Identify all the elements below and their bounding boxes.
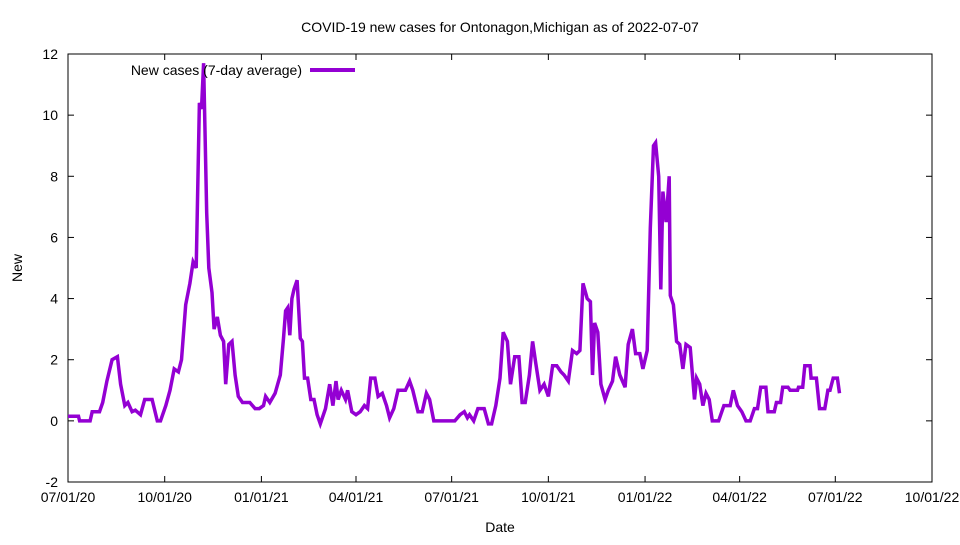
y-tick-label: 2 <box>50 352 58 368</box>
y-tick-label: -2 <box>46 474 59 490</box>
plot-border <box>67 53 933 483</box>
x-axis-label: Date <box>485 519 515 535</box>
y-tick-label: 6 <box>50 229 58 245</box>
x-tick-label: 07/01/20 <box>41 489 96 505</box>
x-tick-label: 07/01/22 <box>808 489 863 505</box>
y-tick-label: 10 <box>42 107 58 123</box>
chart-title: COVID-19 new cases for Ontonagon,Michiga… <box>301 19 699 35</box>
y-tick-label: 0 <box>50 413 58 429</box>
x-tick-label: 01/01/21 <box>234 489 289 505</box>
legend-label: New cases (7-day average) <box>131 62 302 78</box>
x-tick-label: 10/01/20 <box>137 489 192 505</box>
x-tick-label: 04/01/21 <box>329 489 384 505</box>
legend: New cases (7-day average) <box>131 62 355 78</box>
series-layer <box>68 63 842 430</box>
x-tick-label: 07/01/21 <box>424 489 479 505</box>
x-tick-label: 01/01/22 <box>618 489 673 505</box>
series-line <box>68 63 842 430</box>
x-tick-label: 04/01/22 <box>712 489 767 505</box>
axis-ticks: 07/01/20 10/01/20 01/01/21 04/01/21 07/01/21… <box>41 46 960 505</box>
y-axis-label: New <box>9 253 25 282</box>
y-tick-label: 4 <box>50 291 58 307</box>
x-tick-label: 10/01/22 <box>905 489 960 505</box>
y-tick-label: 12 <box>42 46 58 62</box>
y-tick-label: 8 <box>50 168 58 184</box>
x-tick-label: 10/01/21 <box>521 489 576 505</box>
